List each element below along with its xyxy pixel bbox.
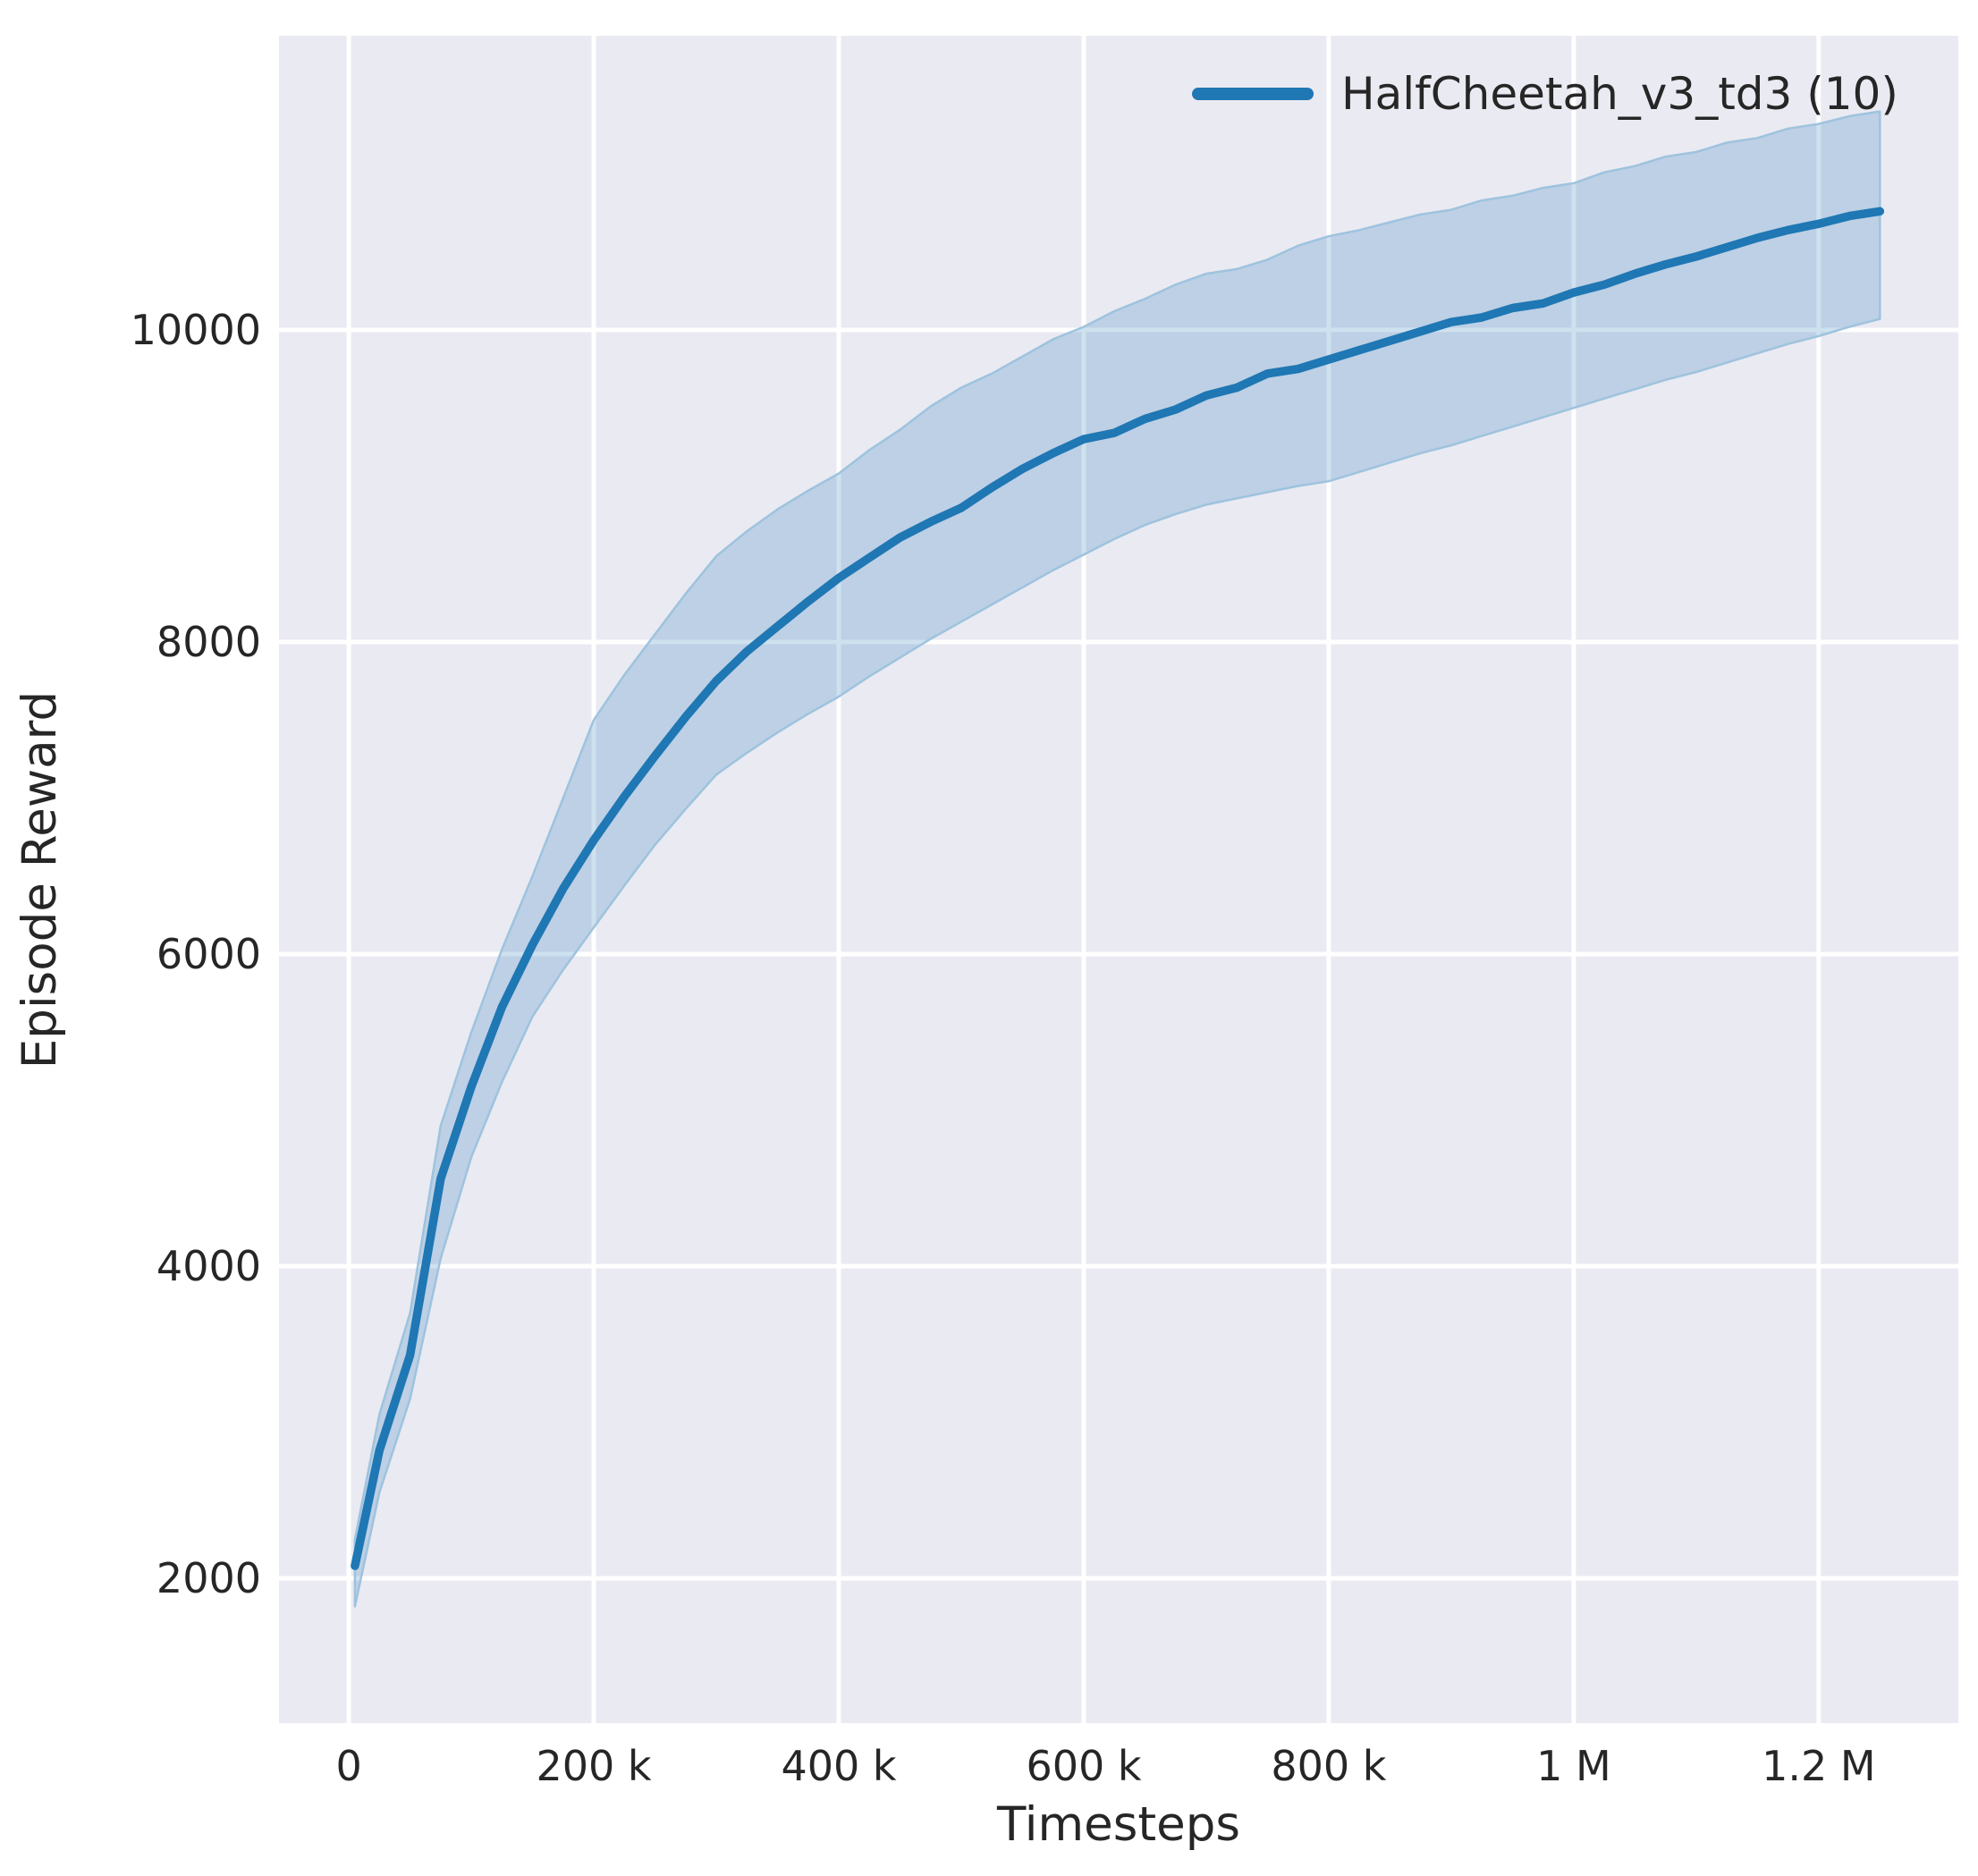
x-axis-tick-label: 0: [335, 1742, 361, 1790]
legend-label: HalfCheetah_v3_td3 (10): [1341, 68, 1898, 120]
y-axis-label: Episode Reward: [13, 691, 67, 1069]
y-axis-tick-label: 10000: [131, 306, 261, 354]
y-axis-tick-label: 4000: [156, 1242, 261, 1290]
plot-area: [279, 36, 1958, 1723]
y-axis-tick-label: 6000: [156, 930, 261, 978]
y-axis-tick-label: 2000: [156, 1554, 261, 1602]
plot-background: [279, 36, 1958, 1723]
x-axis-tick-label: 800 k: [1271, 1742, 1386, 1790]
confidence-band: [353, 110, 1881, 1608]
axis-ticks: 0 200 k 400 k 600 k 800 k 1 M 1.2 M 2000 4000 600…: [131, 306, 1876, 1790]
series-line: [351, 207, 1885, 1570]
x-axis-label: Timesteps: [996, 1797, 1240, 1852]
x-axis-tick-label: 600 k: [1026, 1742, 1141, 1790]
x-axis-tick-label: 200 k: [536, 1742, 651, 1790]
x-axis-tick-label: 1.2 M: [1762, 1742, 1875, 1790]
x-axis-tick-label: 1 M: [1536, 1742, 1611, 1790]
x-axis-tick-label: 400 k: [781, 1742, 896, 1790]
y-axis-tick-label: 8000: [156, 618, 261, 666]
legend: HalfCheetah_v3_td3 (10): [1192, 68, 1898, 120]
